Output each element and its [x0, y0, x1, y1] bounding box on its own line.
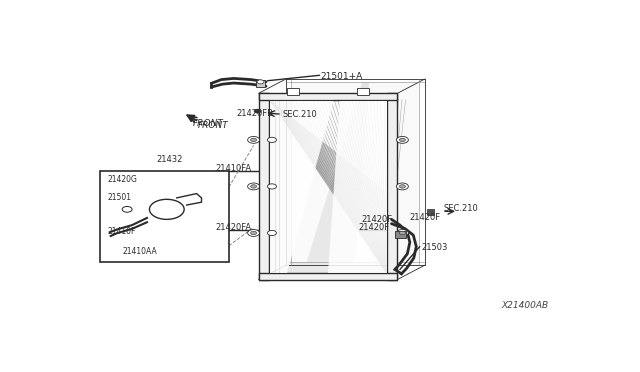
- Text: X21400AB: X21400AB: [502, 301, 548, 310]
- Text: 21410F: 21410F: [108, 227, 136, 236]
- Text: SEC.210: SEC.210: [443, 204, 478, 213]
- Text: 21501+A: 21501+A: [321, 72, 363, 81]
- Bar: [100, 171, 229, 262]
- Circle shape: [150, 199, 184, 219]
- Circle shape: [396, 137, 408, 143]
- Text: 21503: 21503: [421, 243, 447, 252]
- Circle shape: [399, 185, 405, 188]
- Bar: [356, 89, 369, 95]
- Circle shape: [248, 137, 260, 143]
- Circle shape: [396, 230, 408, 237]
- Polygon shape: [259, 93, 397, 100]
- Bar: [269, 100, 387, 273]
- Bar: [287, 89, 300, 95]
- Polygon shape: [387, 93, 397, 279]
- Text: FRONT: FRONT: [193, 119, 224, 128]
- Text: 21410FA: 21410FA: [215, 164, 251, 173]
- Text: 21420FA: 21420FA: [215, 222, 251, 232]
- Text: FRONT: FRONT: [198, 121, 228, 130]
- Circle shape: [399, 231, 405, 235]
- Polygon shape: [269, 100, 334, 273]
- Polygon shape: [328, 100, 387, 273]
- Text: 21420F: 21420F: [362, 215, 393, 224]
- Bar: [427, 209, 434, 215]
- Text: SEC.210: SEC.210: [282, 110, 317, 119]
- Bar: [256, 80, 265, 87]
- Text: 21420F: 21420F: [359, 222, 390, 232]
- Circle shape: [399, 138, 405, 142]
- Bar: [395, 231, 406, 238]
- Circle shape: [268, 184, 276, 189]
- Bar: [269, 100, 387, 273]
- Bar: [269, 100, 387, 273]
- Polygon shape: [259, 93, 269, 279]
- Text: 21432: 21432: [157, 155, 183, 164]
- Text: 21420FB: 21420FB: [236, 109, 273, 118]
- Polygon shape: [291, 82, 362, 262]
- Text: 21420F: 21420F: [410, 214, 441, 222]
- Circle shape: [251, 138, 257, 142]
- Polygon shape: [355, 82, 419, 262]
- Text: 21410AA: 21410AA: [122, 247, 157, 256]
- Circle shape: [122, 206, 132, 212]
- Polygon shape: [259, 273, 397, 279]
- Circle shape: [251, 231, 257, 235]
- Polygon shape: [291, 82, 419, 262]
- Circle shape: [268, 230, 276, 235]
- Circle shape: [248, 230, 260, 237]
- Circle shape: [248, 183, 260, 190]
- Text: 21420G: 21420G: [108, 175, 137, 185]
- Circle shape: [396, 183, 408, 190]
- Circle shape: [268, 137, 276, 142]
- Circle shape: [251, 185, 257, 188]
- Circle shape: [254, 109, 261, 113]
- Text: 21501: 21501: [108, 193, 131, 202]
- Circle shape: [257, 80, 264, 84]
